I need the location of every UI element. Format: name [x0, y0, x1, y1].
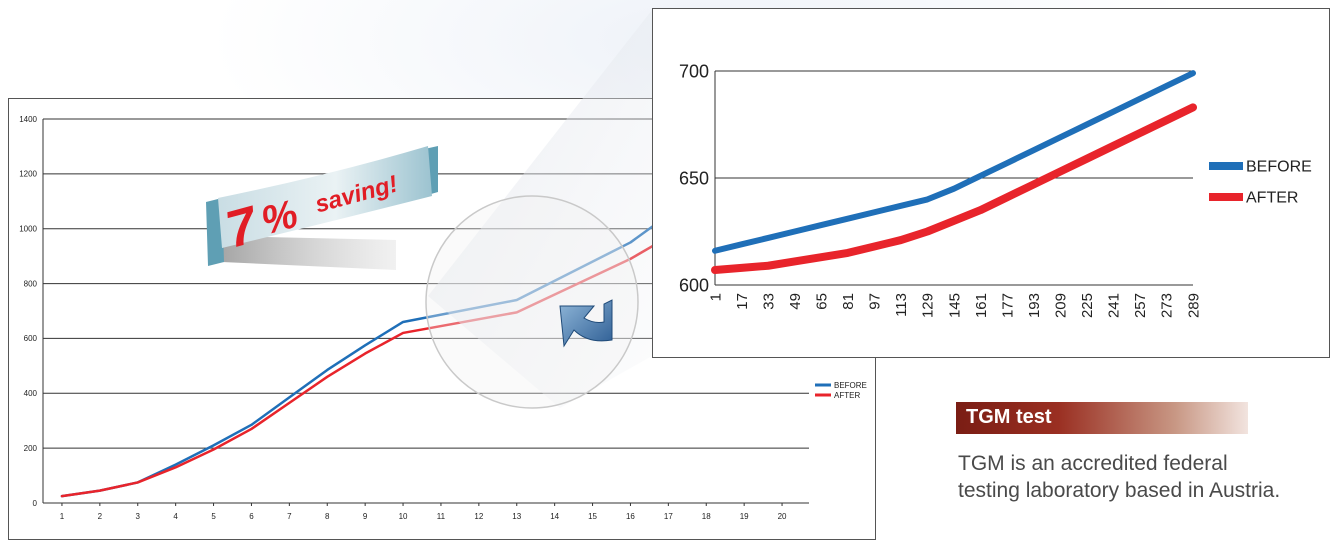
x-tick-label: 113	[893, 293, 910, 317]
x-tick-label: 193	[1026, 293, 1043, 318]
x-tick-label: 18	[702, 512, 711, 521]
y-tick-label: 700	[679, 61, 709, 81]
legend-swatch-before	[1209, 162, 1243, 170]
x-tick-label: 9	[363, 512, 368, 521]
x-tick-label: 17	[664, 512, 673, 521]
x-tick-label: 20	[778, 512, 787, 521]
x-tick-label: 65	[813, 293, 830, 310]
x-tick-label: 15	[588, 512, 597, 521]
x-tick-label: 289	[1185, 293, 1202, 318]
x-tick-label: 241	[1106, 293, 1123, 318]
x-tick-label: 13	[512, 512, 521, 521]
main-chart-y-ticks: 0 200 400 600 800 1000 1200 1400	[19, 115, 37, 508]
x-tick-label: 4	[173, 512, 178, 521]
x-tick-label: 129	[920, 293, 937, 318]
x-tick-label: 19	[740, 512, 749, 521]
y-tick-label: 600	[679, 275, 709, 295]
zoom-chart-legend: BEFORE AFTER	[1209, 159, 1312, 207]
x-tick-label: 12	[474, 512, 483, 521]
x-tick-label: 273	[1159, 293, 1176, 318]
y-tick-label: 1200	[19, 170, 37, 179]
zoom-chart-series	[711, 70, 1197, 275]
y-tick-label: 0	[33, 499, 38, 508]
x-tick-label: 8	[325, 512, 330, 521]
x-tick-label: 209	[1052, 293, 1069, 318]
main-chart-series	[60, 213, 670, 498]
x-tick-label: 1	[60, 512, 65, 521]
x-tick-label: 2	[98, 512, 103, 521]
y-tick-label: 1000	[19, 225, 37, 234]
x-tick-label: 14	[550, 512, 559, 521]
tgm-header: TGM test	[956, 402, 1248, 434]
series-line-after	[60, 235, 670, 498]
main-chart-x-ticks: 1 2 3 4 5 6 7 8 9 10 11 12 13 14 15 16 17 18 19 20	[60, 503, 787, 521]
x-tick-label: 33	[760, 293, 777, 310]
x-tick-label: 6	[249, 512, 254, 521]
legend-label-after: AFTER	[834, 391, 860, 400]
series-line-before	[712, 70, 1196, 254]
y-tick-label: 200	[24, 444, 38, 453]
x-tick-label: 17	[734, 293, 751, 310]
series-line-after	[711, 103, 1197, 275]
legend-label-after: AFTER	[1246, 190, 1298, 207]
legend-swatch-before	[815, 383, 831, 387]
x-tick-label: 81	[840, 293, 857, 310]
x-tick-label: 3	[136, 512, 141, 521]
legend-label-before: BEFORE	[1246, 159, 1312, 176]
y-tick-label: 600	[24, 334, 38, 343]
legend-swatch-after	[815, 393, 831, 397]
x-tick-label: 10	[399, 512, 408, 521]
x-tick-label: 16	[626, 512, 635, 521]
tgm-title: TGM test	[966, 406, 1052, 428]
x-tick-label: 5	[211, 512, 216, 521]
zoom-chart-svg: 600 650 700 1 17 33 49 65 81 97 113 129 145 161 177 19…	[679, 61, 1312, 318]
x-tick-label: 97	[867, 293, 884, 310]
x-tick-label: 161	[973, 293, 990, 318]
y-tick-label: 1400	[19, 115, 37, 124]
x-tick-label: 177	[999, 293, 1016, 318]
y-tick-label: 400	[24, 389, 38, 398]
tgm-body: TGM is an accredited federal testing lab…	[958, 452, 1281, 502]
x-tick-label: 11	[437, 512, 446, 521]
x-tick-label: 145	[946, 293, 963, 318]
legend-label-before: BEFORE	[834, 381, 867, 390]
zoom-chart-y-ticks: 600 650 700	[679, 61, 709, 295]
x-tick-label: 1	[707, 293, 724, 301]
zoom-chart: 600 650 700 1 17 33 49 65 81 97 113 129 145 161 177 19…	[652, 8, 1330, 358]
zoom-chart-grid	[714, 70, 1193, 286]
y-tick-label: 800	[24, 279, 38, 288]
zoom-chart-x-ticks: 1 17 33 49 65 81 97 113 129 145 161 177 193 209 225 241…	[707, 293, 1202, 318]
y-tick-label: 650	[679, 168, 709, 188]
legend-swatch-after	[1209, 193, 1243, 201]
x-tick-label: 7	[287, 512, 292, 521]
x-tick-label: 225	[1079, 293, 1096, 318]
x-tick-label: 49	[787, 293, 804, 310]
x-tick-label: 257	[1132, 293, 1149, 318]
series-line-before	[60, 213, 670, 498]
